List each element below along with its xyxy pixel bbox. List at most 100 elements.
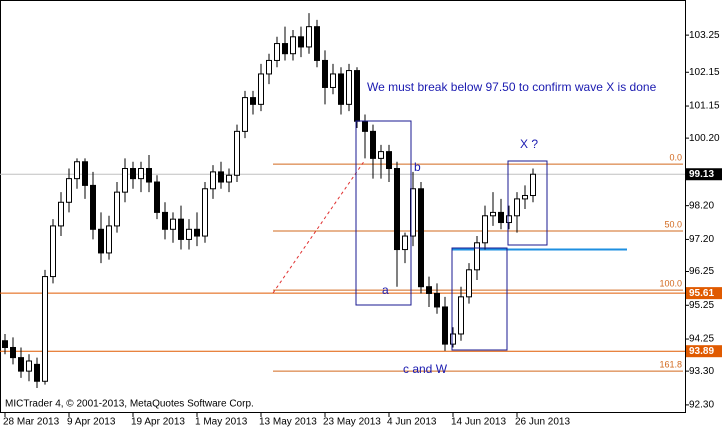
y-tick-label: 95.25	[689, 300, 714, 311]
x-tick-label: 9 Apr 2013	[67, 417, 116, 428]
candle-body	[10, 346, 16, 359]
annotation: c and W	[403, 362, 448, 376]
plot-layer	[0, 13, 685, 389]
candle-body	[386, 151, 392, 170]
y-tick-label: 98.20	[689, 200, 714, 211]
candle-body	[434, 292, 440, 308]
candle-body	[418, 188, 424, 288]
wave-box	[507, 160, 548, 246]
candle-body	[170, 218, 176, 230]
fib-label: 100.0	[659, 278, 682, 288]
candle-body	[26, 360, 32, 372]
candle-body	[490, 211, 496, 217]
y-tick-label: 102.15	[689, 67, 720, 78]
candle-body	[250, 97, 256, 105]
candle-body	[218, 171, 224, 183]
y-tick-label: 101.15	[689, 101, 720, 112]
annotation: b	[414, 160, 421, 174]
candle-body	[458, 296, 464, 335]
candle-body	[370, 130, 376, 159]
x-tick-label: 1 May 2013	[195, 417, 248, 428]
candle-body	[442, 306, 448, 345]
x-tick-label: 19 Apr 2013	[131, 417, 185, 428]
candle-body	[178, 218, 184, 240]
candle-body	[202, 188, 208, 237]
candle-body	[306, 26, 312, 48]
price-label: 93.89	[689, 346, 714, 357]
annotation: a	[382, 283, 389, 297]
price-label: 95.61	[689, 288, 714, 299]
y-tick-label: 97.20	[689, 234, 714, 245]
price-label: 99.13	[689, 169, 714, 180]
candle-body	[90, 184, 96, 230]
x-tick-label: 23 May 2013	[323, 417, 381, 428]
x-tick-label: 14 Jun 2013	[451, 417, 506, 428]
x-tick-label: 28 Mar 2013	[3, 417, 60, 428]
candle-body	[186, 228, 192, 240]
candle-body	[346, 70, 352, 105]
candle-body	[498, 211, 504, 224]
candle-body	[530, 173, 536, 197]
candle-body	[66, 178, 72, 203]
candle-body	[242, 97, 248, 132]
candle-body	[522, 195, 528, 200]
candle-body	[106, 225, 112, 254]
candle-body	[226, 174, 232, 183]
candle-body	[258, 73, 264, 105]
y-tick-label: 94.25	[689, 334, 714, 345]
candle-body	[362, 120, 368, 132]
candle-body	[50, 225, 56, 278]
candle-body	[282, 43, 288, 55]
candle-body	[98, 228, 104, 254]
annotation: X ?	[520, 137, 538, 151]
price-label-bg	[686, 345, 722, 358]
candle-body	[194, 228, 200, 237]
fib-label: 0.0	[669, 152, 682, 162]
candle-body	[402, 235, 408, 251]
candle-body	[162, 211, 168, 230]
x-tick-label: 13 May 2013	[259, 417, 317, 428]
fib-trend-line	[272, 159, 366, 294]
price-label-bg	[686, 168, 722, 181]
candle-body	[210, 171, 216, 190]
candle-body	[514, 198, 520, 217]
candle-body	[322, 59, 328, 88]
candle-body	[58, 201, 64, 227]
x-tick-label: 26 Jun 2013	[515, 417, 570, 428]
y-tick-label: 103.25	[689, 30, 720, 41]
candle-body	[482, 215, 488, 244]
candle-body	[338, 73, 344, 105]
candle-body	[274, 43, 280, 61]
candle-body	[82, 161, 88, 186]
candle-body	[506, 215, 512, 224]
candle-body	[2, 340, 8, 348]
candle-body	[234, 130, 240, 176]
candle-body	[114, 191, 120, 227]
fib-label: 50.0	[664, 219, 682, 229]
candle-body	[266, 59, 272, 75]
price-label-bg	[686, 287, 722, 300]
x-tick-label: 4 Jun 2013	[387, 417, 437, 428]
y-tick-label: 96.25	[689, 266, 714, 277]
candle-body	[74, 161, 80, 180]
candle-body	[130, 168, 136, 180]
candle-body	[378, 151, 384, 159]
plot-frame	[0, 0, 686, 413]
watermark: MICTrader 4, © 2001-2013, MetaQuotes Sof…	[5, 399, 254, 410]
fib-label: 161.8	[659, 360, 682, 370]
y-tick-label: 93.30	[689, 366, 714, 377]
candle-body	[394, 168, 400, 251]
candle-body	[354, 70, 360, 122]
candle-body	[154, 181, 160, 213]
candle-body	[122, 168, 128, 193]
wave-box	[355, 120, 412, 306]
candle-body	[298, 36, 304, 48]
candle-body	[146, 168, 152, 183]
candle-body	[18, 357, 24, 372]
candle-body	[474, 242, 480, 271]
candle-body	[34, 363, 40, 382]
candle-body	[466, 269, 472, 298]
candle-body	[314, 26, 320, 61]
